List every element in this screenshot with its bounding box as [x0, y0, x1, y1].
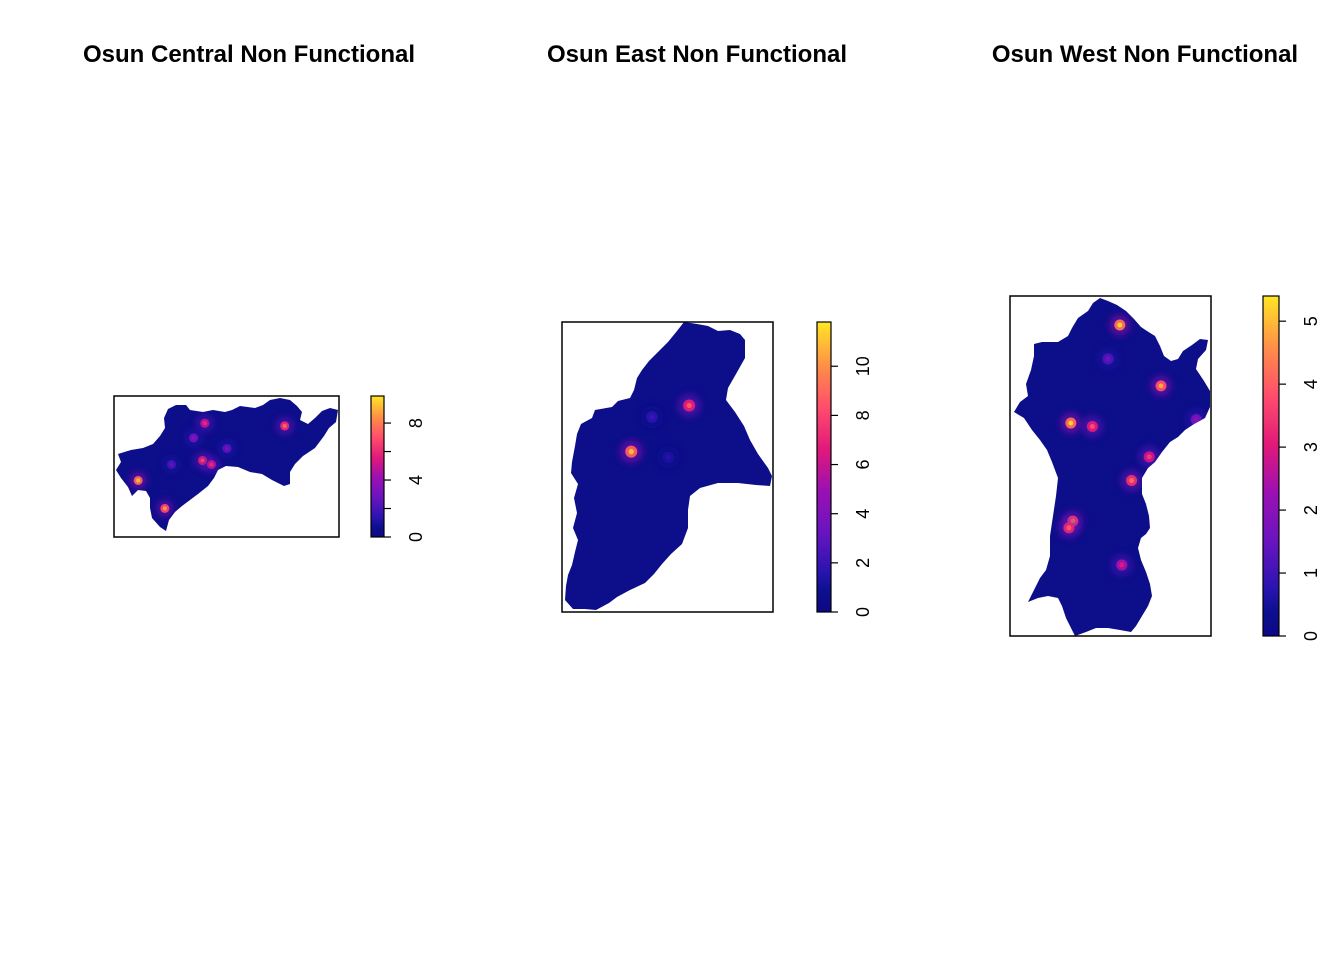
legend-tick-label: 2 — [853, 558, 873, 568]
legend-color-bar — [370, 395, 385, 538]
color-legend: 0 2 4 6 8 10 — [816, 321, 873, 617]
plot-frame — [561, 321, 774, 613]
legend-ticks: 0 1 2 3 4 5 — [1279, 316, 1321, 641]
hotspot — [1058, 517, 1080, 539]
legend-ticks: 0 4 8 — [384, 418, 426, 542]
hotspot — [1081, 415, 1103, 437]
panel-osun-central: Osun Central Non Functional 0 4 8 — [83, 41, 426, 542]
hotspot — [1109, 314, 1131, 336]
legend-tick-label: 3 — [1301, 442, 1321, 452]
legend-tick-label: 0 — [406, 532, 426, 542]
plot-frame — [1009, 295, 1212, 637]
legend-tick-label: 2 — [1301, 505, 1321, 515]
plot-frame — [113, 395, 340, 538]
panel-osun-east: Osun East Non Functional 0 2 4 6 8 10 — [547, 41, 873, 617]
region-shape — [116, 398, 338, 531]
legend-color-bar — [1262, 295, 1280, 637]
hotspot — [1111, 554, 1133, 576]
legend-tick-label: 1 — [1301, 568, 1321, 578]
chart-title: Osun West Non Functional — [992, 41, 1298, 68]
panel-osun-west: Osun West Non Functional 0 1 2 3 4 5 — [992, 41, 1321, 641]
hotspot — [1097, 348, 1119, 370]
hotspot — [1150, 375, 1172, 397]
legend-tick-label: 5 — [1301, 316, 1321, 326]
hotspot — [619, 440, 643, 463]
legend-tick-label: 4 — [406, 475, 426, 485]
legend-ticks: 0 2 4 6 8 10 — [831, 356, 873, 617]
hotspot — [196, 414, 214, 432]
map-raster — [1014, 298, 1210, 636]
hotspot-layer — [619, 394, 701, 469]
hotspot-layer — [129, 414, 294, 517]
hotspot — [276, 417, 294, 435]
color-legend: 0 4 8 — [370, 395, 426, 542]
legend-color-bar — [816, 321, 832, 613]
legend-tick-label: 10 — [853, 356, 873, 376]
color-legend: 0 1 2 3 4 5 — [1262, 295, 1321, 641]
hotspot — [202, 455, 221, 474]
map-raster — [116, 398, 338, 531]
legend-tick-label: 8 — [853, 410, 873, 420]
chart-title: Osun Central Non Functional — [83, 41, 415, 68]
hotspot-layer — [1058, 314, 1207, 576]
hotspot — [640, 405, 664, 429]
hotspot — [657, 445, 680, 469]
legend-tick-label: 0 — [853, 607, 873, 617]
hotspot — [129, 471, 147, 490]
hotspot — [1121, 470, 1143, 491]
hotspot — [185, 429, 203, 447]
legend-tick-label: 4 — [1301, 379, 1321, 389]
legend-tick-label: 8 — [406, 418, 426, 428]
chart-title: Osun East Non Functional — [547, 41, 847, 68]
region-shape — [1014, 298, 1210, 636]
hotspot — [1138, 446, 1160, 468]
map-raster — [565, 322, 772, 610]
hotspot — [1185, 409, 1207, 431]
legend-tick-label: 6 — [853, 460, 873, 470]
hotspot — [162, 455, 181, 474]
legend-tick-label: 0 — [1301, 631, 1321, 641]
hotspot — [1060, 412, 1082, 434]
hotspot — [677, 394, 701, 417]
hotspot — [156, 499, 174, 517]
legend-tick-label: 4 — [853, 509, 873, 519]
hotspot — [218, 439, 236, 458]
